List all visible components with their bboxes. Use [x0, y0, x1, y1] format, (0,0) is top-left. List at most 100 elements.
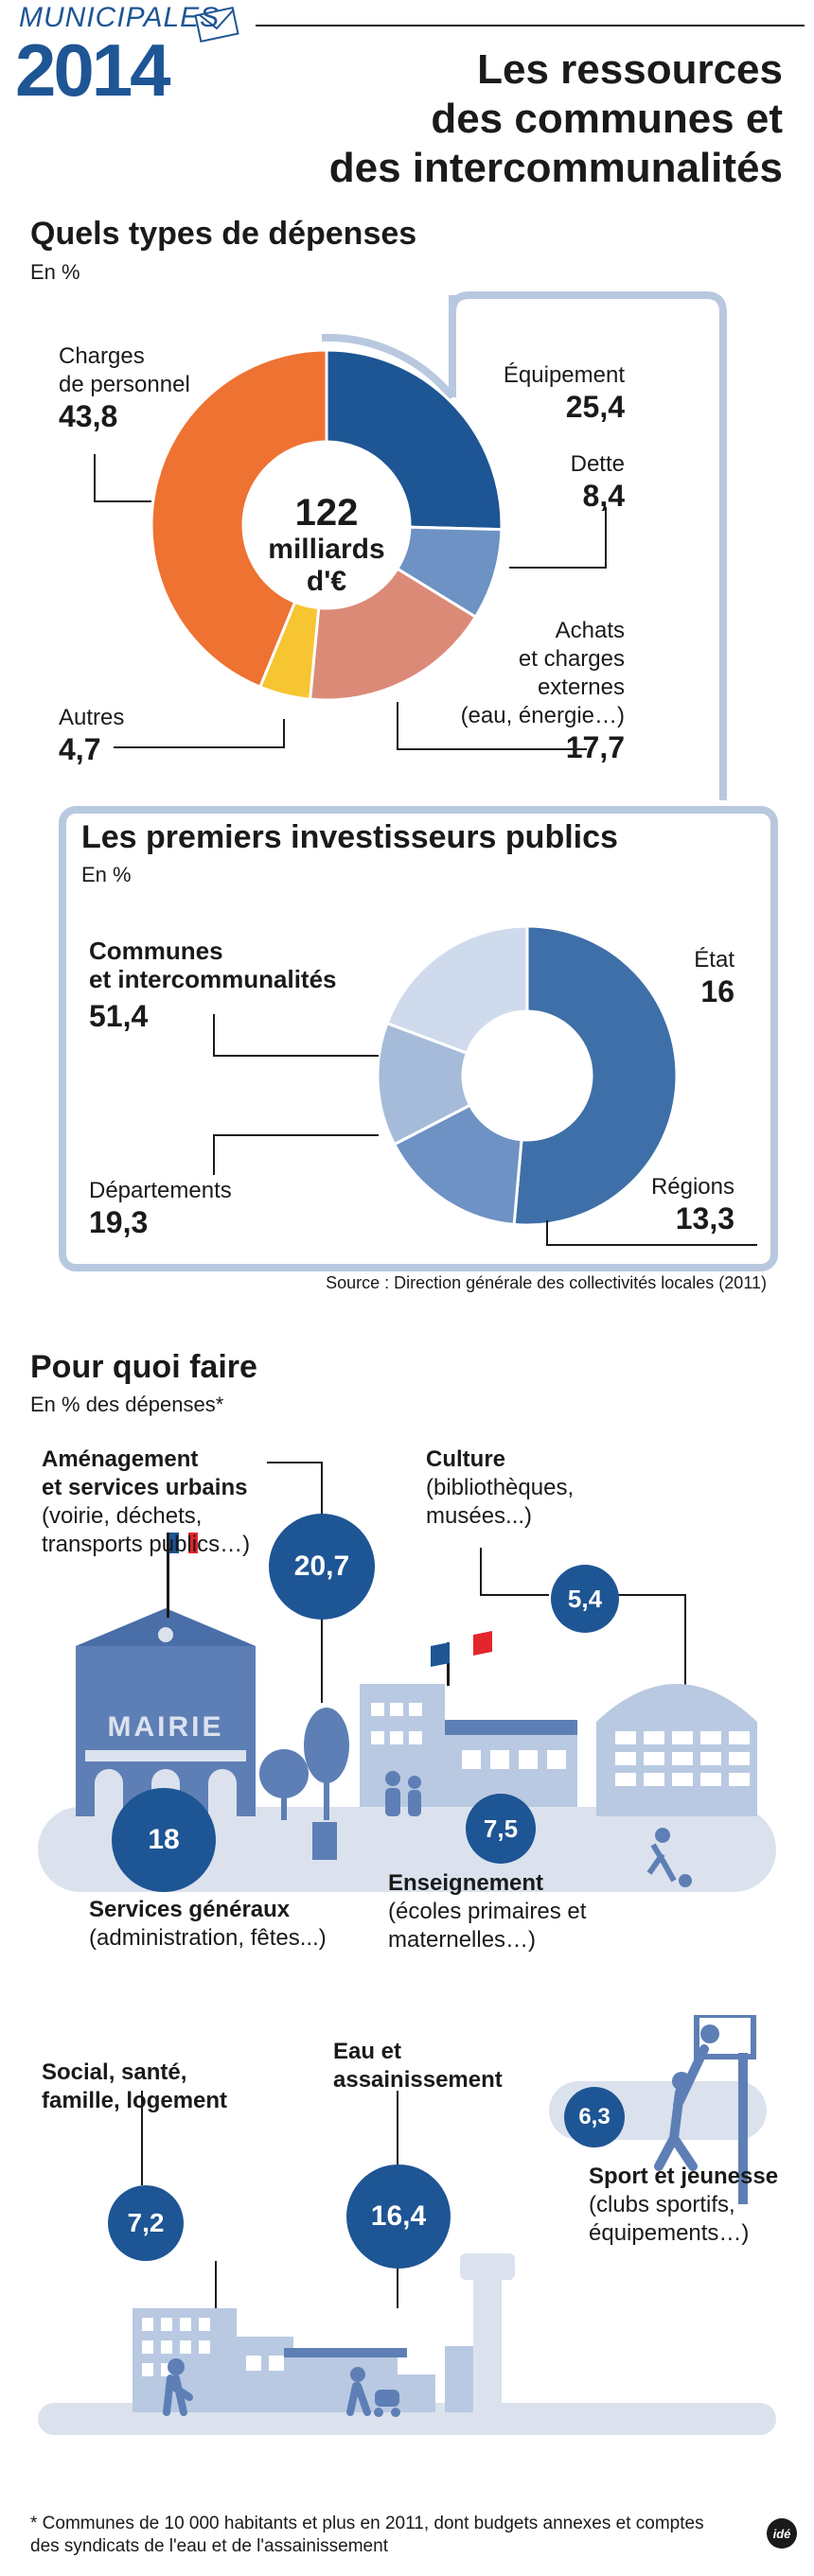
cat-sport-desc-1: (clubs sportifs, — [589, 2192, 735, 2217]
cat-enseignement: Enseignement (écoles primaires et matern… — [388, 1869, 586, 1954]
value-communes: 51,4 — [89, 999, 149, 1033]
cat-sport-title: Sport et jeunesse — [589, 2164, 779, 2189]
pie2-leader-lines — [213, 1014, 757, 1246]
label-communes: Communes et intercommunalités 51,4 — [89, 937, 337, 1033]
pie1-center-currency: d'€ — [306, 566, 347, 597]
cat-eau-title-1: Eau et — [333, 2039, 402, 2064]
brand-label: MUNICIPALES — [19, 2, 221, 33]
cat-social: Social, santé, famille, logement — [42, 2059, 227, 2115]
cat-services-desc: (administration, fêtes...) — [89, 1925, 327, 1951]
cat-eau: Eau et assainissement — [333, 2038, 503, 2094]
ide-logo: idé — [767, 2518, 797, 2549]
label-autres-name: Autres — [59, 705, 125, 730]
water-tower — [460, 2253, 515, 2412]
label-personnel: Charges de personnel 43,8 — [59, 342, 190, 433]
cat-amenagement-title-1: Aménagement — [42, 1446, 199, 1472]
footnote-line-1: * Communes de 10 000 habitants et plus e… — [30, 2514, 704, 2533]
label-communes-line2: et intercommunalités — [89, 965, 337, 993]
value-social: 7,2 — [108, 2185, 184, 2261]
pie1-leader-lines — [94, 454, 607, 750]
cat-culture-desc-2: musées...) — [426, 1503, 533, 1529]
value-etat: 16 — [700, 974, 734, 1008]
section1-title: Quels types de dépenses — [30, 216, 417, 252]
pie1-slice-4 — [150, 348, 328, 690]
year-label: 2014 — [15, 28, 171, 112]
label-achats-line3: externes — [537, 675, 625, 700]
pie2-slice-0 — [512, 924, 679, 1227]
pie-chart-depenses — [150, 348, 504, 702]
cat-social-title-2: famille, logement — [42, 2088, 228, 2113]
value-eau: 16,4 — [346, 2164, 451, 2269]
ground-strip-top — [38, 1807, 776, 1892]
cat-sport: Sport et jeunesse (clubs sportifs, équip… — [589, 2163, 778, 2248]
value-dette: 8,4 — [582, 479, 625, 513]
value-culture: 5,4 — [551, 1565, 619, 1633]
pie1-slice-2 — [308, 567, 478, 702]
value-achats: 17,7 — [565, 730, 625, 764]
label-departements: Départements 19,3 — [89, 1177, 232, 1239]
label-communes-line1: Communes — [89, 937, 223, 965]
footnote-line-2: des syndicats de l'eau et de l'assainiss… — [30, 2536, 388, 2556]
section2-unit: En % — [81, 863, 132, 886]
cat-sport-desc-2: équipements…) — [589, 2220, 750, 2246]
title-line-1: Les ressources — [477, 46, 783, 93]
town-illustration-top: MAIRIE — [38, 1462, 776, 1892]
label-equipement-name: Équipement — [503, 362, 625, 388]
mairie-building — [76, 1533, 256, 1816]
header-rule — [256, 25, 805, 26]
donut-chart-investisseurs — [376, 924, 679, 1227]
source-note: Source : Direction générale des collecti… — [326, 1273, 767, 1292]
label-dette: Dette 8,4 — [571, 450, 625, 513]
section1-unit: En % — [30, 260, 80, 284]
title-line-3: des intercommunalités — [328, 145, 783, 191]
label-achats-line1: Achats — [555, 618, 625, 643]
label-achats: Achats et charges externes (eau, énergie… — [461, 617, 625, 764]
cat-eau-title-2: assainissement — [333, 2067, 503, 2093]
label-autres: Autres 4,7 — [59, 704, 124, 766]
cat-social-title-1: Social, santé, — [42, 2059, 187, 2085]
trees — [259, 1708, 349, 1860]
value-equipement: 25,4 — [565, 390, 625, 424]
section2-title: Les premiers investisseurs publics — [81, 819, 618, 855]
label-equipement: Équipement 25,4 — [504, 361, 625, 424]
cat-culture-title: Culture — [426, 1446, 505, 1472]
section3-title: Pour quoi faire — [30, 1349, 257, 1385]
label-achats-line4: (eau, énergie…) — [460, 703, 625, 728]
value-regions: 13,3 — [675, 1201, 734, 1235]
footnote: * Communes de 10 000 habitants et plus e… — [30, 2513, 704, 2558]
section3-unit: En % des dépenses* — [30, 1393, 224, 1416]
cat-enseignement-desc-2: maternelles…) — [388, 1927, 537, 1953]
town-illustration-bottom — [38, 2015, 776, 2435]
basketball-icon — [654, 2015, 756, 2204]
value-services: 18 — [112, 1788, 216, 1892]
cat-enseignement-title: Enseignement — [388, 1870, 544, 1896]
cat-culture-desc-1: (bibliothèques, — [426, 1475, 575, 1500]
cat-amenagement-desc-1: (voirie, déchets, — [42, 1503, 203, 1529]
gym-building — [596, 1684, 757, 1887]
cat-culture: Culture (bibliothèques, musées...) — [426, 1446, 574, 1531]
cat-amenagement-desc-2: transports publics…) — [42, 1532, 251, 1557]
cat-services-title: Services généraux — [89, 1897, 291, 1922]
mairie-sign: MAIRIE — [108, 1711, 224, 1743]
value-departements: 19,3 — [89, 1205, 149, 1239]
pie2-slice-1 — [392, 1103, 523, 1227]
children-figures — [385, 1771, 421, 1816]
cat-enseignement-desc-1: (écoles primaires et — [388, 1899, 587, 1924]
cat-amenagement: Aménagement et services urbains (voirie,… — [42, 1446, 250, 1559]
label-regions: Régions 13,3 — [651, 1173, 734, 1235]
value-sport: 6,3 — [564, 2087, 625, 2147]
label-regions-name: Régions — [650, 1174, 734, 1200]
pie1-center-total: 122 — [294, 492, 359, 534]
pie1-slice-0 — [325, 348, 504, 532]
envelope-icon — [194, 6, 239, 44]
pie2-slice-3 — [385, 924, 529, 1056]
label-etat-name: État — [694, 947, 734, 973]
housing-buildings — [133, 2308, 473, 2412]
cat-amenagement-title-2: et services urbains — [42, 1475, 248, 1500]
label-dette-name: Dette — [570, 451, 625, 477]
school-building — [360, 1631, 577, 1807]
people-figures — [163, 2358, 400, 2417]
cat-services: Services généraux (administration, fêtes… — [89, 1896, 327, 1953]
label-personnel-line2: de personnel — [59, 372, 190, 397]
panel-frame-connector — [321, 291, 727, 800]
